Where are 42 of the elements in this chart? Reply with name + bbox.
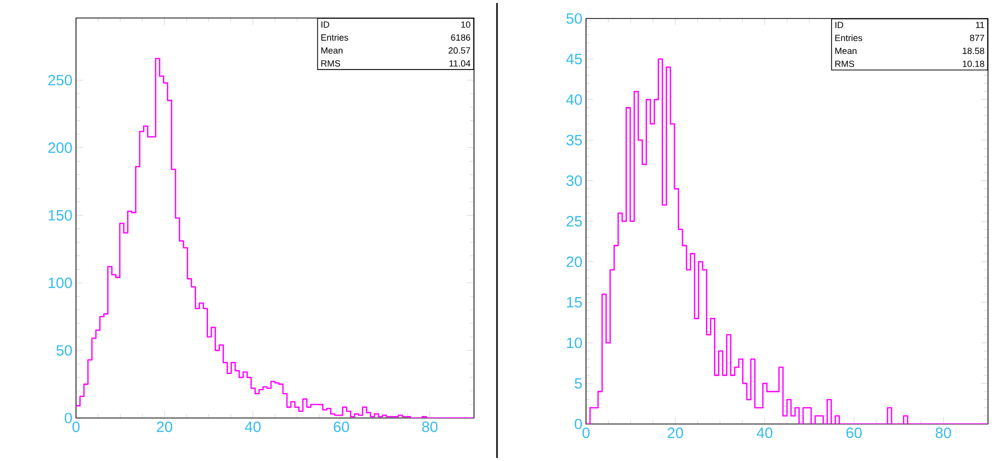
y-tick-label: 50 — [566, 13, 582, 24]
y-tick-label: 250 — [48, 74, 72, 86]
y-tick-label: 25 — [566, 216, 582, 227]
x-tick-label: 60 — [334, 422, 350, 432]
annotation: ID — [321, 21, 330, 28]
y-tick-label: 150 — [48, 210, 72, 221]
annotation: RMS — [321, 60, 340, 67]
x-tick-label: 40 — [244, 422, 261, 432]
annotation: 11 — [976, 22, 984, 28]
y-tick-label: 0 — [64, 412, 72, 424]
y-tick-label: 200 — [48, 142, 72, 153]
annotation: Mean — [835, 48, 856, 54]
annotation: ID — [835, 22, 844, 28]
annotation: Entries — [321, 34, 348, 41]
y-tick-label: 10 — [567, 338, 582, 348]
y-tick-label: 50 — [56, 345, 72, 356]
y-tick-label: 5 — [574, 378, 582, 389]
x-tick-label: 80 — [936, 428, 952, 438]
x-tick-label: 0 — [72, 422, 80, 432]
x-tick-label: 80 — [422, 422, 438, 432]
annotation: 10.18 — [962, 60, 984, 67]
annotation: 6186 — [451, 34, 470, 41]
x-tick-label: 40 — [756, 428, 772, 438]
y-tick-label: 100 — [48, 278, 72, 288]
x-tick-label: 0 — [582, 428, 590, 438]
annotation: 20.57 — [448, 47, 470, 54]
annotation: 10 — [461, 21, 470, 28]
annotation: 18.58 — [962, 48, 984, 54]
annotation: 877 — [970, 34, 984, 42]
y-tick-label: 30 — [566, 175, 582, 186]
annotation: Mean — [321, 47, 342, 54]
annotation: 11.04 — [450, 60, 470, 67]
annotation: RMS — [835, 60, 854, 67]
y-tick-label: 35 — [566, 134, 582, 146]
annotation: Entries — [835, 34, 862, 42]
x-tick-label: 60 — [846, 428, 862, 438]
y-tick-label: 45 — [566, 54, 582, 64]
y-tick-label: 20 — [566, 256, 582, 268]
y-tick-label: 15 — [567, 297, 582, 308]
x-tick-label: 20 — [156, 422, 172, 432]
x-tick-label: 20 — [668, 428, 684, 438]
y-tick-label: 40 — [566, 94, 582, 105]
